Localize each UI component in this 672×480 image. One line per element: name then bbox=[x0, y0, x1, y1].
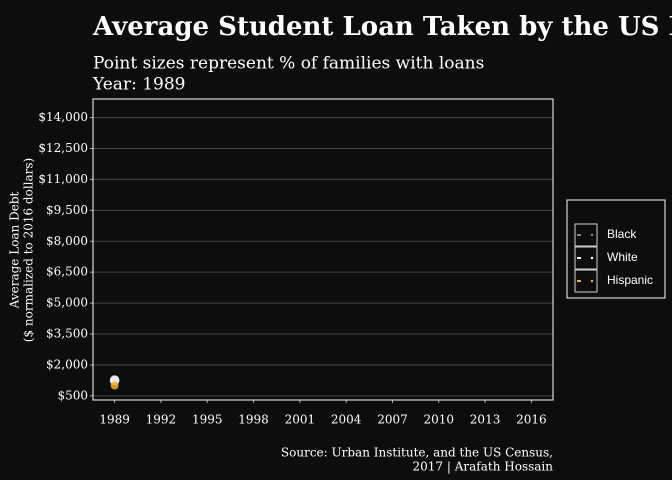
legend-label: White bbox=[607, 250, 638, 264]
x-tick-label: 2001 bbox=[285, 413, 316, 427]
y-tick-label: $5,000 bbox=[46, 296, 88, 310]
legend-key bbox=[574, 246, 598, 270]
y-axis-label: Average Loan Debt bbox=[8, 191, 22, 309]
legend-key bbox=[574, 223, 598, 247]
legend-key bbox=[574, 269, 598, 293]
chart-title: Average Student Loan Taken by the US Fam… bbox=[92, 12, 672, 42]
y-tick-label: $11,000 bbox=[38, 172, 88, 186]
y-axis-label: ($ normalized to 2016 dollars) bbox=[22, 158, 36, 342]
y-tick-label: $2,000 bbox=[46, 357, 88, 371]
legend-box bbox=[566, 199, 666, 299]
subtitle: Year: 1989 bbox=[92, 75, 185, 95]
caption: 2017 | Arafath Hossain bbox=[413, 460, 554, 474]
subtitle: Point sizes represent % of families with… bbox=[93, 54, 484, 74]
y-tick-label: $8,000 bbox=[46, 234, 88, 248]
x-tick-label: 2016 bbox=[516, 413, 547, 427]
caption: Source: Urban Institute, and the US Cens… bbox=[281, 446, 553, 460]
y-tick-label: $9,500 bbox=[46, 203, 88, 217]
legend-swatch bbox=[590, 279, 594, 283]
x-tick-label: 1989 bbox=[99, 413, 130, 427]
x-tick-label: 1992 bbox=[146, 413, 177, 427]
y-tick-label: $3,500 bbox=[46, 327, 88, 341]
legend-label: Black bbox=[607, 227, 637, 241]
legend-label: Hispanic bbox=[607, 273, 653, 287]
plot-border bbox=[92, 98, 554, 401]
legend-swatch bbox=[590, 233, 594, 237]
x-tick-label: 2010 bbox=[423, 413, 454, 427]
x-tick-label: 2004 bbox=[331, 413, 362, 427]
x-tick-label: 2007 bbox=[377, 413, 408, 427]
y-tick-label: $6,500 bbox=[46, 265, 88, 279]
y-tick-label: $500 bbox=[57, 388, 88, 402]
point bbox=[110, 381, 119, 390]
legend-swatch bbox=[590, 256, 594, 260]
y-tick-label: $14,000 bbox=[38, 110, 88, 124]
x-tick-label: 2013 bbox=[470, 413, 501, 427]
x-tick-label: 1998 bbox=[238, 413, 269, 427]
x-tick-label: 1995 bbox=[192, 413, 223, 427]
y-tick-label: $12,500 bbox=[38, 141, 88, 155]
